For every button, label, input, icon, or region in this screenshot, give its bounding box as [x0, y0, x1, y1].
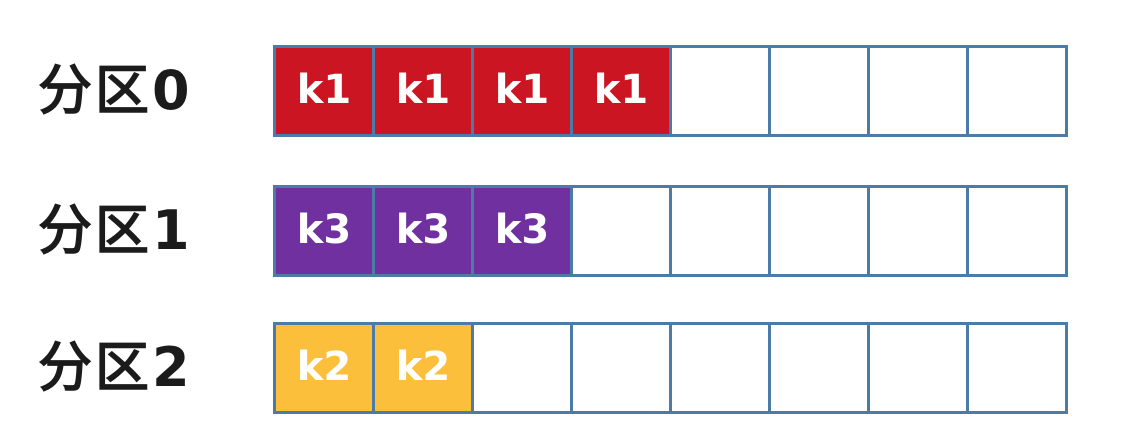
message-key-label: k1 [296, 67, 352, 113]
partition-row: 分区1 k3 k3 k3 [0, 185, 1132, 277]
message-cell: k2 [273, 322, 375, 414]
empty-cell [669, 185, 771, 277]
empty-cell [669, 322, 771, 414]
empty-cell [768, 45, 870, 137]
partition-row: 分区2 k2 k2 [0, 322, 1132, 414]
empty-cell [570, 322, 672, 414]
cell-strip: k1 k1 k1 k1 [273, 45, 1068, 137]
message-cell: k3 [372, 185, 474, 277]
empty-cell [867, 45, 969, 137]
cell-strip: k3 k3 k3 [273, 185, 1068, 277]
empty-cell [867, 322, 969, 414]
message-cell: k3 [471, 185, 573, 277]
empty-cell [966, 322, 1068, 414]
message-key-label: k3 [296, 207, 352, 253]
empty-cell [768, 185, 870, 277]
message-key-label: k1 [395, 67, 451, 113]
message-cell: k3 [273, 185, 375, 277]
partition-label: 分区0 [38, 59, 193, 122]
message-key-label: k1 [593, 67, 649, 113]
empty-cell [867, 185, 969, 277]
partition-label: 分区1 [38, 199, 193, 262]
empty-cell [669, 45, 771, 137]
cell-strip: k2 k2 [273, 322, 1068, 414]
message-cell: k1 [273, 45, 375, 137]
empty-cell [570, 185, 672, 277]
message-key-label: k2 [296, 344, 352, 390]
message-key-label: k3 [395, 207, 451, 253]
partition-label: 分区2 [38, 336, 193, 399]
partition-row: 分区0 k1 k1 k1 k1 [0, 45, 1132, 137]
message-cell: k1 [471, 45, 573, 137]
message-key-label: k2 [395, 344, 451, 390]
message-cell: k2 [372, 322, 474, 414]
empty-cell [768, 322, 870, 414]
message-key-label: k3 [494, 207, 550, 253]
message-key-label: k1 [494, 67, 550, 113]
empty-cell [966, 45, 1068, 137]
empty-cell [471, 322, 573, 414]
empty-cell [966, 185, 1068, 277]
message-cell: k1 [372, 45, 474, 137]
message-cell: k1 [570, 45, 672, 137]
